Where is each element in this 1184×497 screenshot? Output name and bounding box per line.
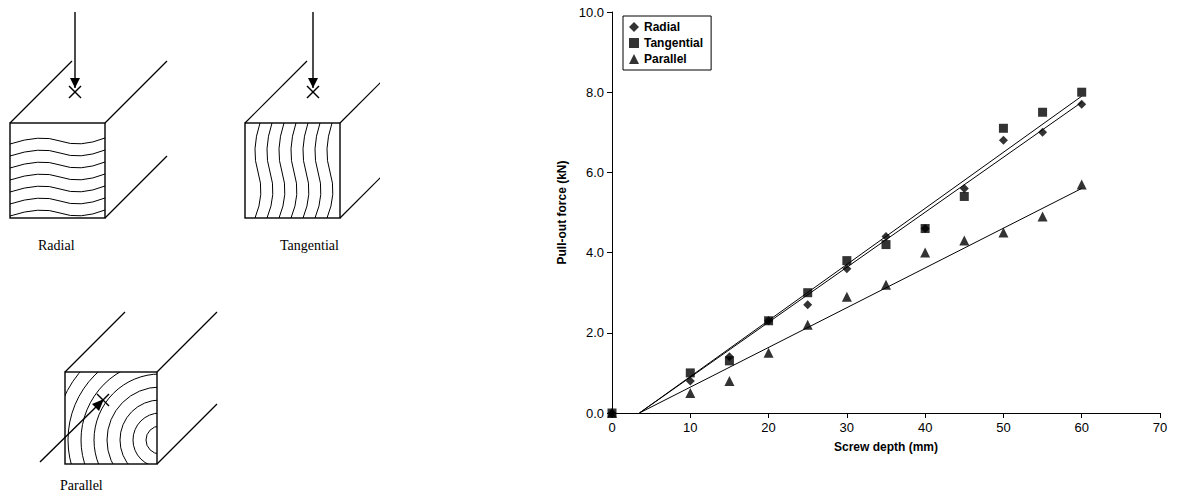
svg-text:0.0: 0.0 (586, 406, 604, 421)
svg-text:Radial: Radial (644, 20, 680, 34)
svg-text:10: 10 (683, 420, 697, 435)
svg-text:Tangential: Tangential (280, 238, 339, 253)
svg-text:Pull-out force (kN): Pull-out force (kN) (555, 160, 569, 264)
svg-text:40: 40 (918, 420, 932, 435)
svg-text:30: 30 (840, 420, 854, 435)
svg-text:Parallel: Parallel (60, 478, 103, 493)
svg-text:Tangential: Tangential (644, 36, 703, 50)
svg-text:2.0: 2.0 (586, 325, 604, 340)
svg-text:8.0: 8.0 (586, 85, 604, 100)
svg-text:0: 0 (608, 420, 615, 435)
svg-text:70: 70 (1153, 420, 1167, 435)
svg-text:Parallel: Parallel (644, 52, 687, 66)
svg-text:10.0: 10.0 (579, 5, 604, 20)
svg-text:60: 60 (1074, 420, 1088, 435)
svg-text:20: 20 (761, 420, 775, 435)
svg-text:4.0: 4.0 (586, 245, 604, 260)
svg-text:50: 50 (996, 420, 1010, 435)
svg-text:Screw depth (mm): Screw depth (mm) (834, 440, 938, 454)
svg-text:Radial: Radial (38, 238, 75, 253)
svg-text:6.0: 6.0 (586, 165, 604, 180)
